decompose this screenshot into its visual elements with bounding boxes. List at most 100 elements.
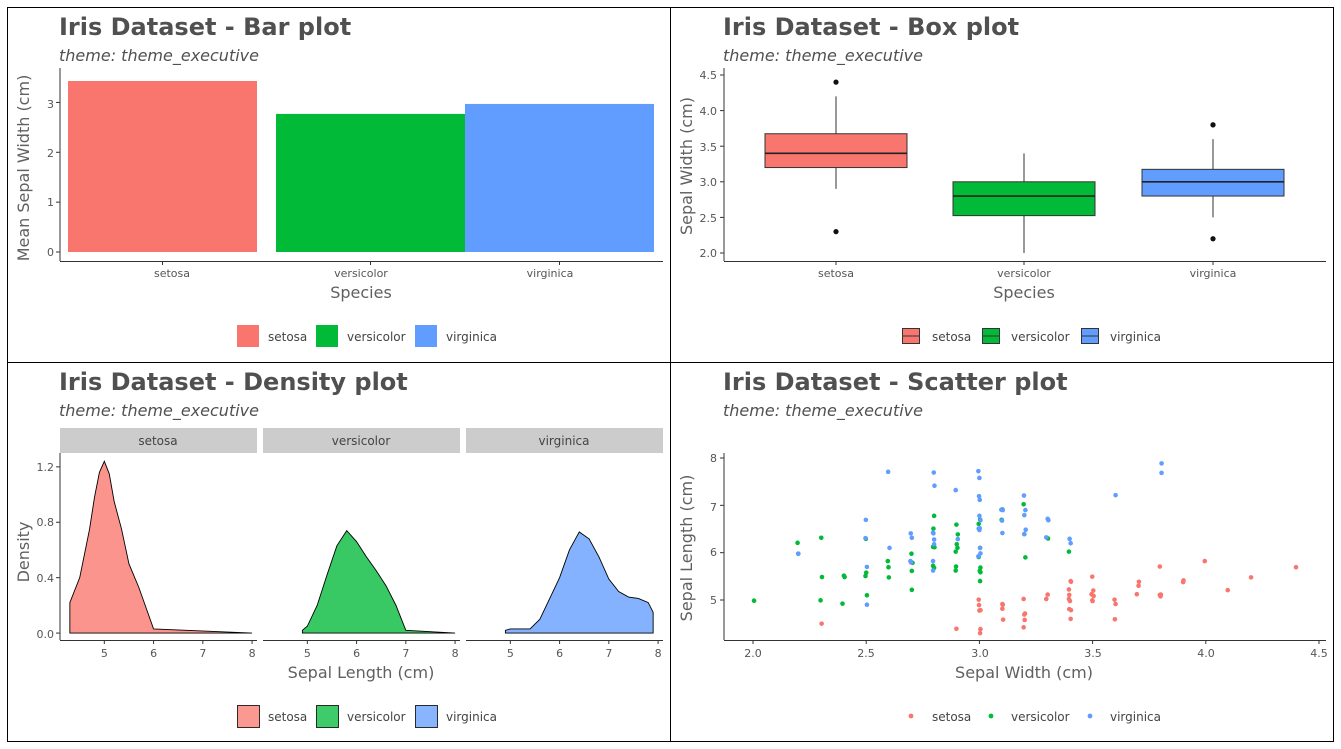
scatter-point-versicolor-40 [886,575,892,580]
scatter-point-setosa-34 [1000,602,1006,608]
bar-setosa [68,81,257,252]
density-plot-panel: Iris Dataset - Density plot theme: theme… [14,368,663,728]
box-plot-xtick-virginica: virginica [1190,267,1237,280]
scatter-point-virginica-21 [930,568,936,573]
scatter-point-versicolor-9 [909,587,915,593]
scatter-point-setosa-17 [1091,593,1096,599]
scatter-point-setosa-49 [1043,596,1049,602]
scatter-point-versicolor-39 [863,573,868,579]
scatter-xtick-3-0: 3.0 [971,647,989,660]
scatter-point-versicolor-48 [864,592,870,598]
scatter-point-virginica-30 [932,483,937,489]
scatter-point-versicolor-33 [909,551,914,557]
box-plot-ytick-4-0: 4.0 [700,105,718,118]
scatter-point-versicolor-13 [955,545,960,551]
scatter-point-versicolor-7 [840,601,845,606]
box-plot-ytick-4-5: 4.5 [700,69,718,82]
box-plot-ytick-3-0: 3.0 [700,176,718,189]
density-strip-label-virginica: virginica [539,434,590,448]
box-plot-legend: setosa versicolor virginica [902,328,1161,344]
density-xtick-setosa-8: 8 [249,647,256,660]
scatter-xtick-3-5: 3.5 [1084,647,1102,660]
density-strip-versicolor [263,428,460,453]
scatter-point-versicolor-37 [818,535,824,541]
scatter-point-virginica-41 [1000,507,1006,513]
scatter-point-virginica-32 [931,531,936,536]
box-plot-xtick-setosa: setosa [818,267,854,280]
bar-plot-subtitle: theme: theme_executive [59,46,259,66]
density-plot-title: Iris Dataset - Density plot [59,368,408,396]
scatter-point-setosa-18 [1157,564,1163,569]
box-plot-panel: Iris Dataset - Box plot theme: theme_exe… [677,13,1326,344]
scatter-point-setosa-6 [1068,616,1073,622]
scatter-point-setosa-10 [1136,579,1142,585]
scatter-ytick-7: 7 [710,501,717,514]
scatter-point-virginica-27 [977,545,983,551]
box-setosa [764,133,908,169]
scatter-point-setosa-28 [1066,587,1072,592]
density-xtick-setosa-7: 7 [199,647,206,660]
scatter-y-axis-title: Sepal Length (cm) [677,475,696,622]
bar-plot-axes [59,68,663,262]
box-legend-label-setosa: setosa [932,330,971,344]
bar-plot-x-axis-title: Species [330,283,392,302]
scatter-point-versicolor-4 [931,526,936,531]
scatter-point-virginica-43 [1022,512,1027,518]
scatter-point-setosa-37 [1113,601,1118,607]
density-xtick-virginica-7: 7 [605,647,612,660]
density-xtick-virginica-5: 5 [507,647,514,660]
density-strip-label-setosa: setosa [138,434,177,448]
density-strip-setosa [60,428,257,453]
scatter-legend-label-virginica: virginica [1110,710,1161,724]
density-legend-key-versicolor [316,705,339,728]
density-ytick-0-0: 0.0 [37,628,55,641]
scatter-point-setosa-15 [1293,564,1299,570]
density-xtick-versicolor-5: 5 [304,647,311,660]
scatter-point-versicolor-35 [1066,549,1072,554]
scatter-point-setosa-25 [976,597,981,602]
scatter-point-virginica-13 [864,564,870,570]
density-strip-label-versicolor: versicolor [332,434,391,448]
scatter-point-virginica-3 [955,536,961,542]
scatter-point-versicolor-45 [978,565,983,570]
bar-plot-xtick-virginica: virginica [527,267,574,280]
density-xtick-versicolor-6: 6 [353,647,360,660]
scatter-xtick-2-0: 2.0 [744,647,762,660]
scatter-point-setosa-32 [1225,587,1231,593]
scatter-point-setosa-24 [1068,607,1074,613]
scatter-point-versicolor-34 [977,578,983,584]
scatter-point-virginica-33 [931,537,937,542]
bar-plot-y-axis-title: Mean Sepal Width (cm) [14,75,33,262]
density-ytick-0-4: 0.4 [37,572,55,585]
scatter-xtick-2-5: 2.5 [857,647,875,660]
scatter-point-setosa-46 [1157,592,1163,598]
box-plot-ytick-2-0: 2.0 [700,247,718,260]
box-outlier-setosa-0 [833,79,839,85]
scatter-point-versicolor-3 [819,574,825,580]
bar-legend-key-versicolor [316,325,338,347]
density-xtick-versicolor-7: 7 [402,647,409,660]
box-legend-label-virginica: virginica [1110,330,1161,344]
bar-plot-xtick-versicolor: versicolor [334,267,388,280]
scatter-point-virginica-47 [977,527,982,533]
scatter-ytick-6: 6 [710,546,717,559]
box-plot-xtick-versicolor: versicolor [997,267,1051,280]
scatter-xtick-4-0: 4.0 [1197,647,1215,660]
density-area-setosa [69,460,253,634]
bar-plot-xtick-setosa: setosa [154,267,190,280]
scatter-point-setosa-43 [1089,598,1095,603]
bar-legend-key-setosa [237,325,259,347]
box-plot-subtitle: theme: theme_executive [723,46,923,66]
scatter-point-versicolor-18 [795,540,800,546]
scatter-point-setosa-8 [954,626,959,632]
box-plot-title: Iris Dataset - Box plot [723,13,1019,41]
box-plot-ytick-2-5: 2.5 [700,212,718,225]
scatter-point-virginica-14 [930,558,936,564]
density-strip-virginica [466,428,663,453]
bar-plot-ytick-3: 3 [47,98,54,111]
box-legend-label-versicolor: versicolor [1011,330,1070,344]
box-virginica [1141,168,1285,197]
density-legend-label-setosa: setosa [268,710,307,724]
scatter-point-virginica-37 [1000,530,1005,536]
scatter-point-versicolor-42 [885,558,891,564]
